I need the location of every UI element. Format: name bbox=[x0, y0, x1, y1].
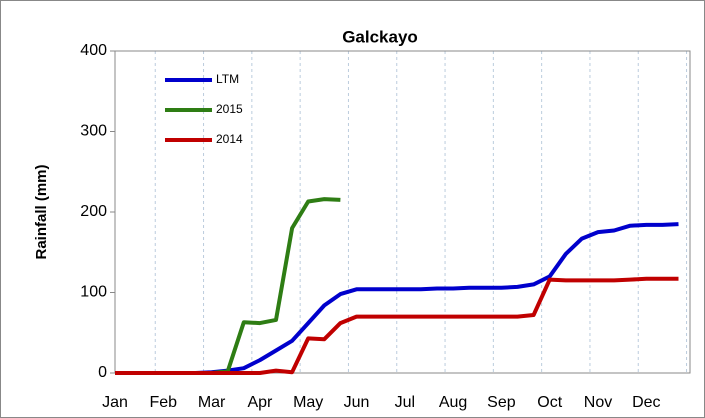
x-tick-label: Feb bbox=[150, 394, 178, 411]
x-tick-label: Dec bbox=[632, 394, 660, 411]
y-tick-label: 200 bbox=[80, 203, 107, 220]
legend-label: 2015 bbox=[216, 102, 243, 116]
chart-title: Galckayo bbox=[342, 27, 418, 46]
y-tick-label: 300 bbox=[80, 123, 107, 140]
y-tick-label: 100 bbox=[80, 284, 107, 301]
x-tick-label: Apr bbox=[247, 394, 273, 411]
x-tick-label: Mar bbox=[198, 394, 226, 411]
x-tick-label: Jun bbox=[344, 394, 370, 411]
y-tick-label: 0 bbox=[98, 364, 107, 381]
x-tick-label: Nov bbox=[584, 394, 612, 411]
y-tick-label: 400 bbox=[80, 42, 107, 59]
x-tick-label: Sep bbox=[487, 394, 516, 411]
x-tick-label: Jan bbox=[102, 394, 128, 411]
line-series bbox=[115, 276, 679, 375]
x-tick-label: Oct bbox=[537, 394, 562, 411]
x-tick-label: May bbox=[293, 394, 323, 411]
y-axis-label: Rainfall (mm) bbox=[33, 164, 50, 259]
legend-label: 2014 bbox=[216, 132, 243, 146]
x-tick-label: Jul bbox=[395, 394, 415, 411]
legend-label: LTM bbox=[216, 72, 239, 86]
x-tick-label: Aug bbox=[439, 394, 467, 411]
